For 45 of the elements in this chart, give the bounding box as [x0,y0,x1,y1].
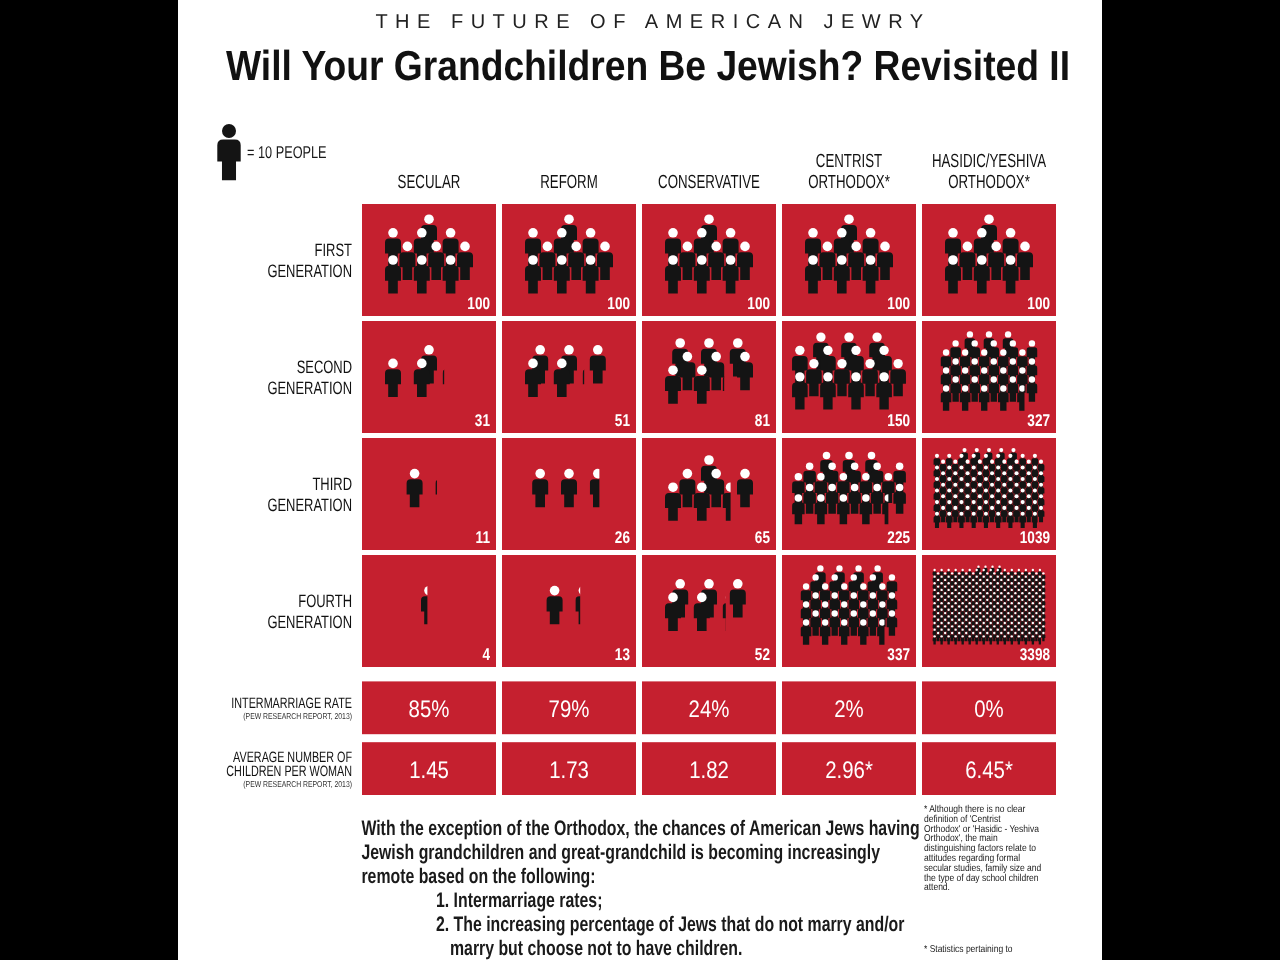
x-tick-label: CONSERVATIVE [658,171,761,193]
x-tick-label: HASIDIC/YESHIVA ORTHODOX* [931,150,1047,193]
data-label: 51 [614,410,632,431]
text: With the exception of the Orthodox, the chances of American Jews having Jewish grandchildren and great-grandchild is becoming increasingly remote based on the following: [361,816,921,888]
data-label: 3398 [1019,644,1052,665]
data-label: 79% [548,697,590,724]
data-label: 24% [688,697,730,724]
data-label: 26 [614,527,630,548]
data-label: 6.45* [965,758,1015,785]
y-tick-label: FOURTH GENERATION [267,590,353,633]
data-label: 327 [1027,410,1050,431]
text: 1. Intermarriage rates; [436,888,603,912]
data-label: 150 [887,410,910,431]
data-label: 2.96* [825,758,875,785]
x-tick-label: SECULAR [397,171,461,193]
data-label: 2% [834,697,864,724]
data-label: 13 [614,644,630,665]
data-label: 4 [482,644,492,665]
data-label: 11 [475,527,492,548]
data-label: 225 [887,527,912,548]
data-label: 0% [974,697,1004,724]
data-label: 31 [474,410,492,431]
data-label: 1.73 [549,758,589,785]
data-label: 85% [408,697,450,724]
x-tick-label: CENTRIST ORTHODOX* [808,150,892,193]
data-label: 1039 [1019,527,1050,548]
x-tick-label: REFORM [540,171,599,193]
data-label: 1.45 [409,758,449,785]
y-tick-label: THIRD GENERATION [267,473,353,516]
data-label: 337 [887,644,910,665]
chart-subtitle: THE FUTURE OF AMERICAN JEWRY [375,12,931,34]
data-label: 100 [1027,293,1050,314]
data-label: 65 [754,527,772,548]
data-label: 52 [754,644,770,665]
text: 2. The increasing percentage of Jews that do not marry and/or marry but choose not to have children. [436,912,906,960]
text: = 10 PEOPLE [247,142,327,163]
chart-title: Will Your Grandchildren Be Jewish? Revisited II [226,44,1070,91]
data-label: 100 [467,293,490,314]
data-label: 100 [607,293,630,314]
data-label: 81 [754,410,772,431]
data-label: 100 [747,293,770,314]
data-label: 1.82 [689,758,729,785]
y-tick-label: FIRST GENERATION [267,239,353,282]
data-label: 100 [887,293,910,314]
y-tick-label: SECOND GENERATION [267,356,353,399]
